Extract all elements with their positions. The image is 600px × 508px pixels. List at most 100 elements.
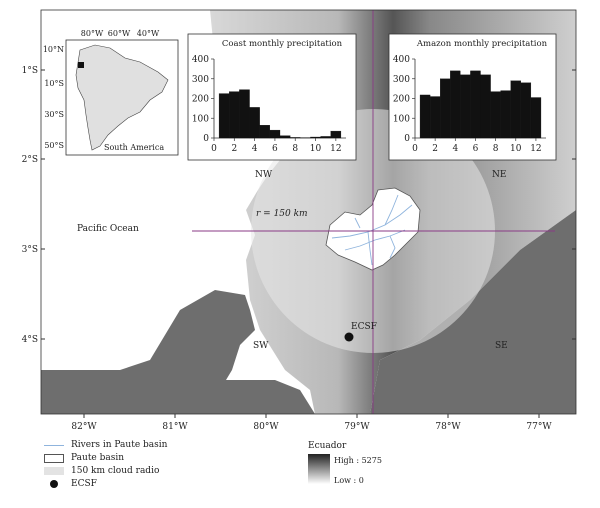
chart-bar — [460, 74, 471, 139]
chart-bar — [239, 89, 250, 139]
ecsf-station-marker — [344, 332, 354, 342]
cloud-radio-swatch — [44, 467, 64, 475]
inset-lat-tick: 30°S — [44, 110, 64, 119]
peru-land — [41, 290, 315, 414]
chart-y-tick-label: 0 — [203, 134, 209, 144]
inset-lon-tick: 60°W — [108, 29, 131, 38]
lon-ticks: 82°W 81°W 80°W 79°W 78°W 77°W — [71, 414, 552, 432]
lat-tick-label: 1°S — [22, 66, 38, 76]
chart-bar — [290, 137, 301, 139]
rivers-swatch — [44, 444, 64, 446]
lon-tick-label: 81°W — [162, 422, 188, 432]
chart-x-tick-label: 4 — [252, 144, 258, 154]
chart-x-tick-label: 10 — [310, 144, 322, 154]
inset-lon-tick: 80°W — [81, 29, 104, 38]
chart-bar — [218, 93, 230, 139]
chart-y-tick-label: 0 — [404, 134, 410, 144]
chart-y-tick-label: 400 — [192, 55, 209, 65]
chart-x-tick-label: 4 — [452, 144, 458, 154]
legend-cloud-radio: 150 km cloud radio — [44, 465, 159, 477]
chart-bar — [320, 136, 331, 139]
legend-basin-label: Paute basin — [71, 453, 125, 463]
quadrant-ne-label: NE — [492, 170, 506, 180]
legend-rivers: Rivers in Paute basin — [44, 439, 167, 451]
chart-bar — [480, 74, 491, 139]
south-america-shape — [75, 44, 169, 151]
chart-bar — [450, 70, 461, 139]
chart-y-tick-label: 100 — [393, 114, 410, 124]
chart-x-tick-label: 0 — [412, 144, 418, 154]
ecsf-label: ECSF — [351, 322, 377, 332]
legend-cloud-radio-label: 150 km cloud radio — [71, 466, 160, 476]
legend-ecsf: ECSF — [44, 478, 97, 490]
map-legend: Rivers in Paute basin Paute basin 150 km… — [44, 439, 264, 499]
chart-x-tick-label: 12 — [530, 144, 541, 154]
lat-tick-label: 3°S — [22, 245, 38, 255]
legend-ecsf-label: ECSF — [71, 479, 97, 489]
chart-x-tick-label: 2 — [432, 144, 438, 154]
lon-tick-label: 79°W — [344, 422, 370, 432]
lat-tick-label: 4°S — [22, 335, 38, 345]
chart-bar — [419, 94, 431, 139]
coast-precipitation-chart: Coast monthly precipitation 0 2 4 6 8 10 12 0 10… — [187, 33, 357, 161]
lat-tick-label: 2°S — [22, 155, 38, 165]
elevation-low-label: Low : 0 — [334, 476, 364, 485]
inset-label: South America — [104, 143, 164, 152]
chart-bar — [279, 135, 291, 139]
chart-bar — [249, 107, 260, 139]
chart-title: Amazon monthly precipitation — [416, 39, 548, 49]
inset-map: 80°W 60°W 40°W 10°N 10°S 30°S 50°S South… — [43, 29, 179, 156]
quadrant-se-label: SE — [495, 341, 508, 351]
elevation-legend: Ecuador High : 5275 Low : 0 — [308, 441, 382, 485]
basin-swatch — [44, 453, 64, 463]
radius-label: r = 150 km — [256, 209, 308, 219]
chart-y-tick-label: 100 — [192, 114, 209, 124]
inset-lat-tick: 10°N — [43, 45, 64, 54]
ecuador-inset-marker — [78, 62, 84, 68]
chart-y-tick-label: 200 — [192, 95, 209, 105]
chart-title: Coast monthly precipitation — [222, 39, 343, 49]
quadrant-sw-label: SW — [253, 341, 269, 351]
chart-y-tick-label: 300 — [192, 75, 209, 85]
chart-x-tick-label: 2 — [231, 144, 237, 154]
chart-x-tick-label: 8 — [493, 144, 499, 154]
lon-tick-label: 78°W — [435, 422, 461, 432]
legend-rivers-label: Rivers in Paute basin — [71, 440, 168, 450]
chart-x-tick-label: 6 — [473, 144, 479, 154]
lon-tick-label: 80°W — [253, 422, 279, 432]
chart-bar — [530, 97, 542, 139]
chart-x-tick-label: 10 — [510, 144, 522, 154]
chart-x-tick-label: 12 — [330, 144, 341, 154]
chart-y-tick-label: 200 — [393, 95, 410, 105]
pacific-label: Pacific Ocean — [77, 224, 139, 234]
inset-lat-tick: 50°S — [44, 141, 64, 150]
inset-lon-tick: 40°W — [137, 29, 160, 38]
chart-y-tick-label: 400 — [393, 55, 410, 65]
lat-ticks: 1°S 2°S 3°S 4°S — [22, 66, 576, 345]
lon-tick-label: 77°W — [526, 422, 552, 432]
chart-bar — [440, 78, 451, 139]
chart-x-tick-label: 6 — [272, 144, 278, 154]
chart-bar — [520, 82, 532, 139]
chart-x-tick-label: 0 — [211, 144, 217, 154]
elevation-ramp — [308, 454, 330, 484]
elevation-high-label: High : 5275 — [334, 456, 382, 465]
chart-bar — [269, 129, 281, 139]
chart-bar — [490, 91, 501, 139]
legend-basin: Paute basin — [44, 452, 124, 464]
chart-bar — [500, 90, 511, 139]
ecsf-swatch — [50, 480, 58, 488]
chart-bar — [470, 70, 481, 139]
chart-bar — [510, 80, 521, 139]
chart-bar — [310, 136, 321, 139]
chart-bar — [429, 96, 441, 139]
chart-bar — [229, 91, 240, 139]
peru-east-land — [370, 210, 576, 414]
paute-rivers — [331, 194, 413, 266]
quadrant-nw-label: NW — [255, 170, 273, 180]
lon-tick-label: 82°W — [71, 422, 97, 432]
amazon-precipitation-chart: Amazon monthly precipitation 0 2 4 6 8 10 12 0 1… — [388, 33, 557, 161]
chart-x-tick-label: 8 — [292, 144, 298, 154]
chart-bar — [330, 130, 342, 139]
chart-y-tick-label: 300 — [393, 75, 410, 85]
